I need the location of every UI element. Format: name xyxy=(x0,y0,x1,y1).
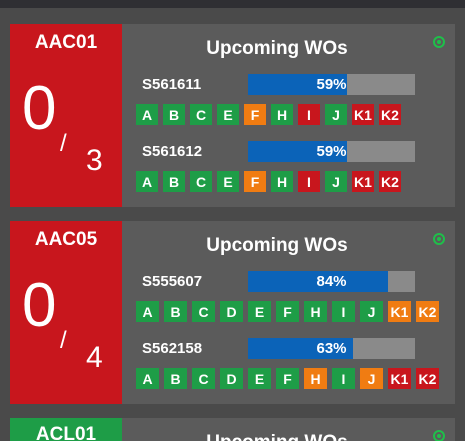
top-bar xyxy=(0,0,465,8)
step-badge: H xyxy=(304,368,327,389)
work-order-id: S555607 xyxy=(142,273,203,290)
count-separator: / xyxy=(60,327,67,354)
step-badge: E xyxy=(217,104,239,125)
panel-title: Upcoming WOs xyxy=(206,38,348,59)
count-separator: / xyxy=(60,130,67,157)
work-order-id: S561612 xyxy=(142,143,203,160)
step-badge: A xyxy=(136,368,159,389)
status-ok-icon xyxy=(433,430,445,441)
step-badge: I xyxy=(332,368,355,389)
step-badge: I xyxy=(298,171,320,192)
step-badge: C xyxy=(192,301,215,322)
step-badge: E xyxy=(248,301,271,322)
step-badge: H xyxy=(271,104,293,125)
step-badge: A xyxy=(136,104,158,125)
progress-bar: 84% xyxy=(248,271,415,292)
step-badge: I xyxy=(298,104,320,125)
upcoming-wos-panel: Upcoming WOs S555607 84% A B C D E F H I J K1 K2 S… xyxy=(122,221,455,404)
step-badge: A xyxy=(136,171,158,192)
station-tile[interactable]: AAC01 0 / 3 xyxy=(10,24,122,207)
step-badge: B xyxy=(163,171,185,192)
step-badge: C xyxy=(190,171,212,192)
step-list: A B C E F H I J K1 K2 xyxy=(136,104,401,125)
upcoming-wos-panel: Upcoming WOs xyxy=(122,418,455,441)
step-badge: B xyxy=(163,104,185,125)
step-badge: B xyxy=(164,301,187,322)
progress-bar: 63% xyxy=(248,338,415,359)
step-badge: F xyxy=(276,368,299,389)
step-badge: F xyxy=(244,104,266,125)
step-badge: K1 xyxy=(388,368,411,389)
step-badge: C xyxy=(192,368,215,389)
step-badge: K1 xyxy=(352,104,374,125)
step-list: A B C D E F H I J K1 K2 xyxy=(136,301,439,322)
step-badge: H xyxy=(304,301,327,322)
step-badge: F xyxy=(276,301,299,322)
station-name: AAC05 xyxy=(34,229,98,250)
step-badge: K1 xyxy=(352,171,374,192)
step-badge: K2 xyxy=(379,104,401,125)
status-ok-icon xyxy=(433,233,445,245)
completed-count: 0 xyxy=(22,74,57,143)
work-order-id: S562158 xyxy=(142,340,203,357)
station-name: ACL01 xyxy=(35,424,97,441)
progress-label: 59% xyxy=(316,76,347,93)
step-list: A B C D E F H I J K1 K2 xyxy=(136,368,439,389)
step-badge: A xyxy=(136,301,159,322)
step-badge: K2 xyxy=(379,171,401,192)
step-badge: K2 xyxy=(416,301,439,322)
step-badge: C xyxy=(190,104,212,125)
step-list: A B C E F H I J K1 K2 xyxy=(136,171,401,192)
total-count: 4 xyxy=(86,341,103,374)
step-badge: F xyxy=(244,171,266,192)
total-count: 3 xyxy=(86,144,103,177)
progress-fill xyxy=(248,338,354,359)
progress-bar: 59% xyxy=(248,141,415,162)
step-badge: K2 xyxy=(416,368,439,389)
work-order-id: S561611 xyxy=(142,76,202,93)
step-badge: E xyxy=(248,368,271,389)
progress-bar: 59% xyxy=(248,74,415,95)
step-badge: J xyxy=(325,171,347,192)
completed-count: 0 xyxy=(22,271,57,340)
progress-fill xyxy=(248,271,389,292)
status-ok-icon xyxy=(433,36,445,48)
step-badge: J xyxy=(325,104,347,125)
station-tile[interactable]: ACL01 xyxy=(10,418,122,441)
station-card: ACL01 Upcoming WOs xyxy=(10,418,455,441)
station-tile[interactable]: AAC05 0 / 4 xyxy=(10,221,122,404)
step-badge: J xyxy=(360,368,383,389)
panel-title: Upcoming WOs xyxy=(206,235,348,256)
step-badge: D xyxy=(220,368,243,389)
step-badge: H xyxy=(271,171,293,192)
step-badge: B xyxy=(164,368,187,389)
step-badge: I xyxy=(332,301,355,322)
progress-label: 59% xyxy=(316,143,347,160)
progress-fill xyxy=(248,141,347,162)
station-name: AAC01 xyxy=(34,32,98,53)
progress-label: 84% xyxy=(316,273,347,290)
panel-title: Upcoming WOs xyxy=(122,432,432,441)
step-badge: J xyxy=(360,301,383,322)
upcoming-wos-panel: Upcoming WOs S561611 59% A B C E F H I J K1 K2 S5… xyxy=(122,24,455,207)
step-badge: E xyxy=(217,171,239,192)
progress-label: 63% xyxy=(316,340,347,357)
progress-fill xyxy=(248,74,347,95)
step-badge: D xyxy=(220,301,243,322)
step-badge: K1 xyxy=(388,301,411,322)
